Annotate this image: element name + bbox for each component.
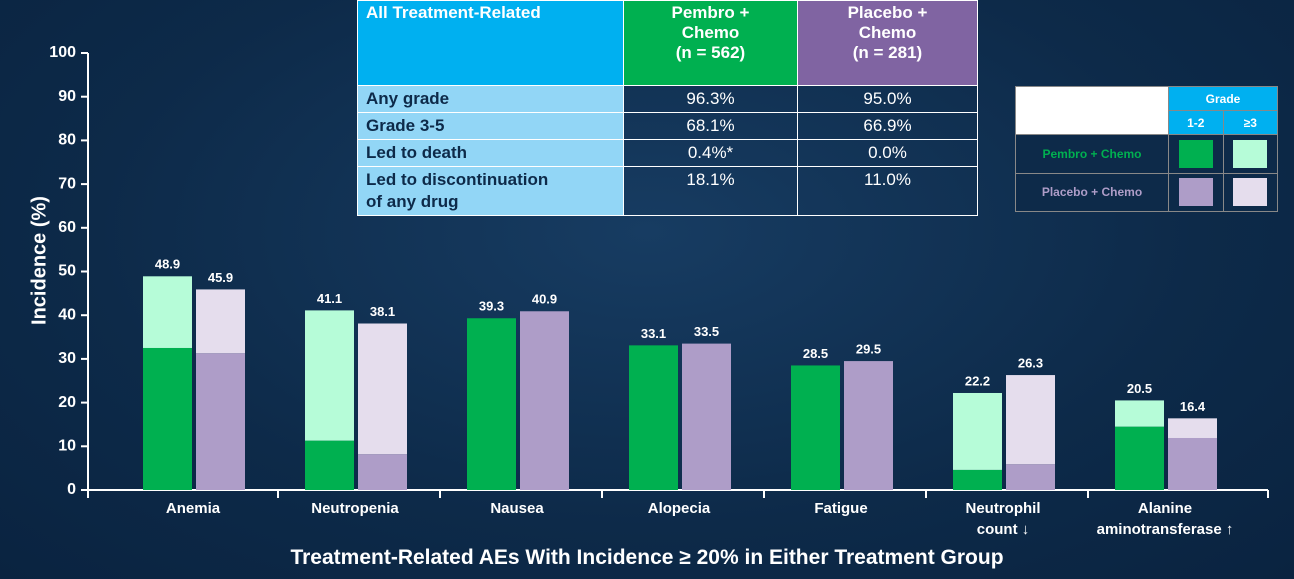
x-tick-label: Fatigue bbox=[814, 500, 868, 517]
table-cell: 96.3% bbox=[623, 85, 798, 113]
table-row: Grade 3-5 68.1% 66.9% bbox=[357, 112, 978, 140]
table-cell: 0.0% bbox=[797, 139, 978, 167]
bar-segment bbox=[953, 469, 1002, 490]
header-cell: Pembro + Chemo (n = 562) bbox=[623, 0, 798, 86]
total-label: 33.5 bbox=[694, 324, 719, 339]
y-tick-label: 30 bbox=[58, 350, 76, 367]
bar-segment bbox=[1115, 426, 1164, 490]
legend-swatch bbox=[1178, 178, 1213, 207]
table-row: Led to discontinuation of any drug 18.1% 1… bbox=[357, 166, 978, 216]
bar-segment bbox=[358, 454, 407, 490]
legend-cell bbox=[1168, 172, 1224, 212]
y-tick-label: 50 bbox=[58, 263, 76, 280]
bar-segment bbox=[520, 311, 569, 490]
bar-segment bbox=[143, 276, 192, 348]
bar-segment bbox=[143, 347, 192, 490]
bar-segment bbox=[844, 361, 893, 490]
legend-label: Pembro + Chemo bbox=[1015, 134, 1169, 174]
table-row: Any grade 96.3% 95.0% bbox=[357, 85, 978, 113]
summary-table: All Treatment-Related Pembro + Chemo (n … bbox=[357, 0, 978, 216]
legend: Grade 1-2 ≥3 Pembro + Chemo Placebo + Che… bbox=[1015, 86, 1278, 212]
total-label: 45.9 bbox=[208, 270, 233, 285]
bar-segment bbox=[1006, 464, 1055, 490]
bar-segment bbox=[1168, 437, 1217, 490]
bar-segment bbox=[1006, 375, 1055, 465]
table-cell: 0.4%* bbox=[623, 139, 798, 167]
bar-segment bbox=[629, 345, 678, 490]
bar-segment bbox=[682, 343, 731, 490]
table-cell: Led to discontinuation of any drug bbox=[357, 166, 624, 216]
total-label: 29.5 bbox=[856, 342, 881, 357]
legend-swatch bbox=[1178, 139, 1213, 168]
bar-segment bbox=[467, 318, 516, 490]
x-tick-label: Neutropenia bbox=[311, 500, 399, 517]
header-cell: All Treatment-Related bbox=[357, 0, 624, 86]
table-cell: 66.9% bbox=[797, 112, 978, 140]
table-cell: Led to death bbox=[357, 139, 624, 167]
y-tick-label: 90 bbox=[58, 88, 76, 105]
legend-cell bbox=[1222, 172, 1278, 212]
y-tick-label: 0 bbox=[67, 481, 76, 498]
y-tick-label: 10 bbox=[58, 438, 76, 455]
x-tick-label: Alopecia bbox=[647, 500, 711, 517]
bar-segment bbox=[196, 353, 245, 490]
bar-segment bbox=[196, 289, 245, 354]
table-cell: 95.0% bbox=[797, 85, 978, 113]
bar-segment bbox=[305, 440, 354, 490]
table-cell: 68.1% bbox=[623, 112, 798, 140]
bar-segment bbox=[305, 310, 354, 441]
total-label: 20.5 bbox=[1127, 381, 1152, 396]
bar-segment bbox=[791, 365, 840, 490]
legend-label: Placebo + Chemo bbox=[1015, 172, 1169, 212]
table-row: Led to death 0.4%* 0.0% bbox=[357, 139, 978, 167]
total-label: 28.5 bbox=[803, 346, 828, 361]
table-cell: 11.0% bbox=[797, 166, 978, 216]
legend-cell bbox=[1168, 134, 1224, 174]
table-cell: Grade 3-5 bbox=[357, 112, 624, 140]
legend-grade: 1-2 bbox=[1168, 110, 1224, 135]
y-tick-label: 80 bbox=[58, 132, 76, 149]
y-tick-label: 60 bbox=[58, 219, 76, 236]
total-label: 41.1 bbox=[317, 291, 342, 306]
total-label: 38.1 bbox=[370, 304, 395, 319]
bar-segment bbox=[1168, 418, 1217, 438]
legend-grade: ≥3 bbox=[1222, 110, 1278, 135]
total-label: 40.9 bbox=[532, 292, 557, 307]
x-tick-label: Anemia bbox=[165, 500, 221, 517]
x-tick-label: Alanine aminotransferase ↑ bbox=[1096, 500, 1234, 538]
y-tick-label: 100 bbox=[49, 44, 76, 61]
total-label: 22.2 bbox=[965, 373, 990, 388]
total-label: 48.9 bbox=[155, 257, 180, 272]
header-cell: Placebo + Chemo (n = 281) bbox=[797, 0, 978, 86]
bar-segment bbox=[358, 323, 407, 455]
legend-cell bbox=[1222, 134, 1278, 174]
legend-swatch bbox=[1233, 139, 1268, 168]
y-axis-label: Incidence (%) bbox=[28, 196, 51, 325]
total-label: 26.3 bbox=[1018, 356, 1043, 371]
legend-swatch bbox=[1233, 178, 1268, 207]
legend-title: Grade bbox=[1168, 86, 1278, 111]
total-label: 39.3 bbox=[479, 299, 504, 314]
x-axis-title: Treatment-Related AEs With Incidence ≥ 2… bbox=[290, 546, 1004, 569]
total-label: 16.4 bbox=[1180, 399, 1206, 414]
total-label: 33.1 bbox=[641, 326, 666, 341]
y-tick-label: 40 bbox=[58, 306, 76, 323]
x-tick-label: Neutrophil count ↓ bbox=[965, 500, 1041, 538]
table-cell: 18.1% bbox=[623, 166, 798, 216]
y-tick-label: 20 bbox=[58, 394, 76, 411]
y-tick-label: 70 bbox=[58, 175, 76, 192]
bar-segment bbox=[1115, 400, 1164, 427]
bar-segment bbox=[953, 392, 1002, 470]
table-cell: Any grade bbox=[357, 85, 624, 113]
x-tick-label: Nausea bbox=[490, 500, 544, 517]
